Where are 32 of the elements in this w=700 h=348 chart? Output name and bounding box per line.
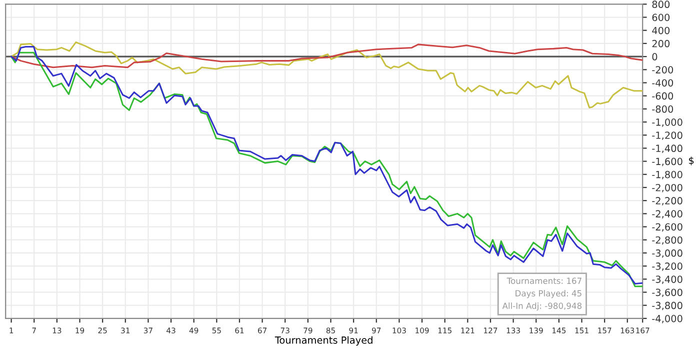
y-tick-label: -3,600 [652,288,682,298]
y-tick-label: -1,400 [652,144,682,154]
y-tick-label: -1,600 [652,158,682,166]
y-tick-label: -200 [652,66,674,74]
y-tick-label: -4,000 [652,314,682,324]
y-tick-label: -3,000 [652,249,682,258]
y-tick-label: -2,800 [652,236,682,245]
annotation: Tournaments: 167 [506,278,582,284]
y-tick-label: 600 [652,14,670,22]
y-tick-label: 800 [652,0,670,8]
y-tick-label: -800 [652,105,674,113]
y-tick-label: -3,200 [652,262,682,271]
y-tick-label: -1,800 [652,170,682,180]
y-axis-title: $ [689,156,694,166]
y-tick-label: -1,200 [652,132,682,140]
y-tick-label: -3,800 [652,302,682,310]
y-tick-label: 0 [652,53,658,60]
y-tick-label: -3,400 [652,276,682,284]
annotation: All-In Adj: -980,948 [502,302,582,311]
y-tick-label: -2,600 [652,223,682,232]
x-axis-title: Tournaments Played [274,336,372,346]
line-series [10,41,643,108]
y-tick-label: -2,200 [652,197,682,206]
line-series [10,44,643,68]
y-tick-label: 400 [652,26,670,34]
y-tick-label: -600 [652,92,674,100]
y-tick-label: -400 [652,79,674,87]
y-tick-label: -1,000 [652,118,682,127]
y-tick-label: -2,000 [652,184,682,192]
y-tick-label: 200 [652,40,670,48]
annotation: Days Played: 45 [516,290,582,298]
y-tick-label: -2,400 [652,210,682,218]
